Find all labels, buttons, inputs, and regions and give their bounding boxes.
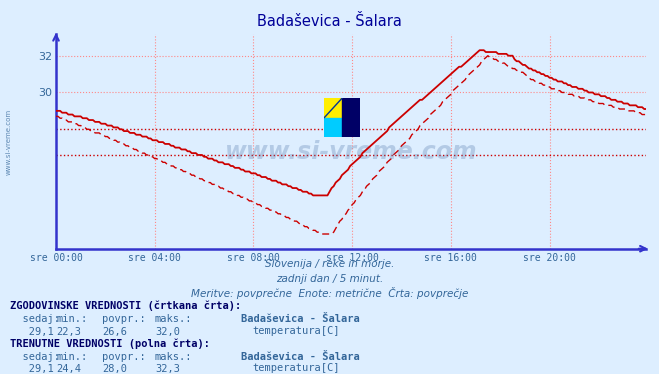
Text: 29,1: 29,1 [10,327,53,337]
Text: povpr.:: povpr.: [102,315,146,324]
Text: min.:: min.: [56,315,87,324]
Text: 32,0: 32,0 [155,327,180,337]
Text: Slovenija / reke in morje.: Slovenija / reke in morje. [265,260,394,269]
Text: povpr.:: povpr.: [102,352,146,362]
Text: min.:: min.: [56,352,87,362]
Text: 26,6: 26,6 [102,327,127,337]
Text: temperatura[C]: temperatura[C] [252,364,340,373]
Text: temperatura[C]: temperatura[C] [252,326,340,336]
Text: zadnji dan / 5 minut.: zadnji dan / 5 minut. [276,275,383,284]
Text: 32,3: 32,3 [155,364,180,374]
Text: Meritve: povprečne  Enote: metrične  Črta: povprečje: Meritve: povprečne Enote: metrične Črta:… [191,287,468,299]
Text: maks.:: maks.: [155,352,192,362]
Text: www.si-vreme.com: www.si-vreme.com [5,109,11,175]
Text: 28,0: 28,0 [102,364,127,374]
Text: Badaševica - Šalara: Badaševica - Šalara [241,352,359,362]
Polygon shape [324,117,342,137]
Text: sedaj:: sedaj: [10,315,60,324]
Text: Badaševica - Šalara: Badaševica - Šalara [241,315,359,324]
Polygon shape [342,98,360,137]
Text: ZGODOVINSKE VREDNOSTI (črtkana črta):: ZGODOVINSKE VREDNOSTI (črtkana črta): [10,300,241,310]
Polygon shape [324,98,342,117]
Text: sedaj:: sedaj: [10,352,60,362]
Text: maks.:: maks.: [155,315,192,324]
Text: 24,4: 24,4 [56,364,81,374]
Text: www.si-vreme.com: www.si-vreme.com [225,140,477,164]
Text: TRENUTNE VREDNOSTI (polna črta):: TRENUTNE VREDNOSTI (polna črta): [10,338,210,349]
Text: 22,3: 22,3 [56,327,81,337]
Text: 29,1: 29,1 [10,364,53,374]
Text: Badaševica - Šalara: Badaševica - Šalara [257,14,402,29]
